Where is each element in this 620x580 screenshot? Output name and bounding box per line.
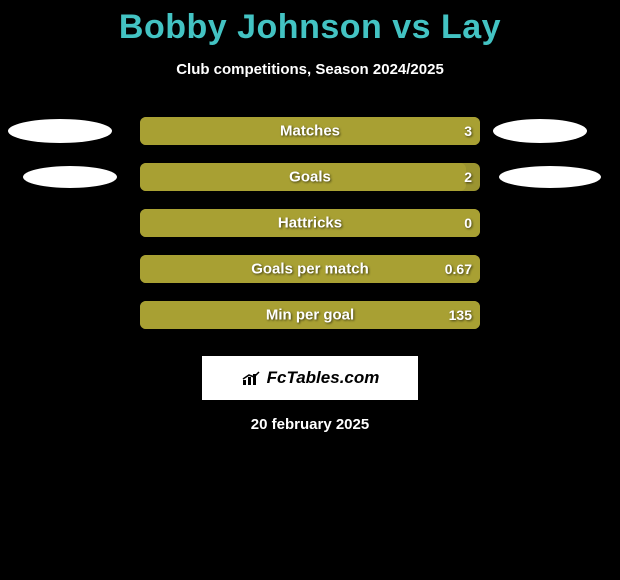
- bar-track: Hattricks 0: [140, 209, 480, 237]
- bar-value: 2: [464, 169, 472, 185]
- decorative-ellipse: [23, 166, 117, 188]
- stat-row: Matches 3: [0, 108, 620, 154]
- decorative-ellipse: [8, 119, 112, 143]
- source-badge: FcTables.com: [202, 356, 418, 400]
- stat-row: Goals per match 0.67: [0, 246, 620, 292]
- bar-label: Goals per match: [251, 261, 369, 278]
- decorative-ellipse: [499, 166, 601, 188]
- bar-track: Matches 3: [140, 117, 480, 145]
- bar-label: Hattricks: [278, 215, 342, 232]
- bar-value: 0.67: [445, 261, 472, 277]
- bar-value: 135: [449, 307, 472, 323]
- bar-track: Min per goal 135: [140, 301, 480, 329]
- stat-row: Min per goal 135: [0, 292, 620, 338]
- bar-label: Matches: [280, 123, 340, 140]
- bar-track: Goals 2: [140, 163, 480, 191]
- chart-icon: [241, 370, 261, 386]
- bar-value: 3: [464, 123, 472, 139]
- page-title: Bobby Johnson vs Lay: [0, 0, 620, 47]
- chart-area: Matches 3 Goals 2 Hattricks 0 Goals per match 0…: [0, 108, 620, 338]
- bar-label: Goals: [289, 169, 331, 186]
- stat-row: Hattricks 0: [0, 200, 620, 246]
- bar-track: Goals per match 0.67: [140, 255, 480, 283]
- decorative-ellipse: [493, 119, 587, 143]
- badge-text: FcTables.com: [267, 368, 380, 388]
- stat-row: Goals 2: [0, 154, 620, 200]
- bar-label: Min per goal: [266, 307, 354, 324]
- subtitle: Club competitions, Season 2024/2025: [0, 61, 620, 78]
- date-label: 20 february 2025: [0, 416, 620, 433]
- bar-value: 0: [464, 215, 472, 231]
